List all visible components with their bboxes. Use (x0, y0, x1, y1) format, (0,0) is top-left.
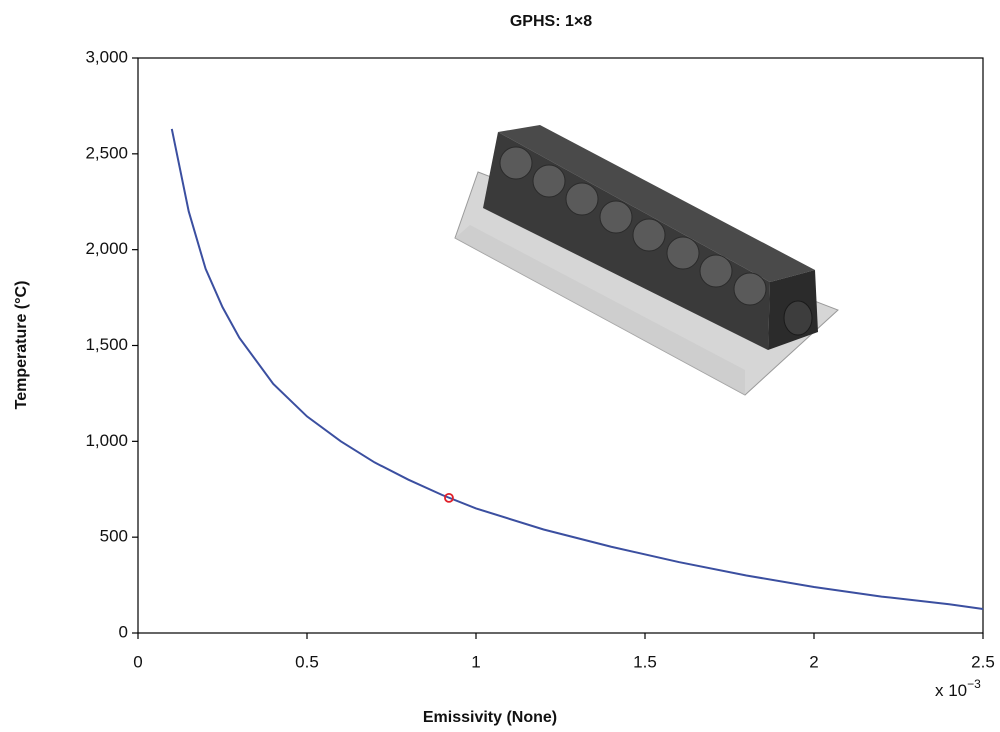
y-tick-label: 2,000 (85, 239, 128, 258)
data-line (170, 128, 984, 611)
x-tick-label: 2 (809, 652, 818, 671)
x-tick-label: 2.5 (971, 652, 995, 671)
y-tick-label: 500 (100, 527, 128, 546)
y-tick-label: 1,500 (85, 335, 128, 354)
x-tick-label: 1.5 (633, 652, 657, 671)
block-top (498, 125, 815, 282)
slab-front (455, 225, 745, 395)
x-multiplier-base: x 10 (935, 681, 967, 700)
x-multiplier: x 10−3 (935, 677, 981, 700)
y-tick-label: 1,000 (85, 431, 128, 450)
x-tick-label: 0 (133, 652, 142, 671)
x-tick-label: 1 (471, 652, 480, 671)
y-tick-label: 2,500 (85, 143, 128, 162)
modules (499, 146, 767, 306)
y-tick-label: 3,000 (85, 47, 128, 66)
marker-point (444, 492, 454, 503)
chart-title: GPHS: 1×8 (510, 13, 592, 30)
x-axis-label: Emissivity (None) (423, 709, 557, 726)
y-tick-label: 0 (119, 622, 128, 641)
illustration (454, 125, 839, 396)
y-axis-label: Temperature (°C) (13, 281, 30, 410)
x-tick-label: 0.5 (295, 652, 319, 671)
x-multiplier-exponent: −3 (967, 677, 981, 691)
end-cap (783, 300, 813, 336)
